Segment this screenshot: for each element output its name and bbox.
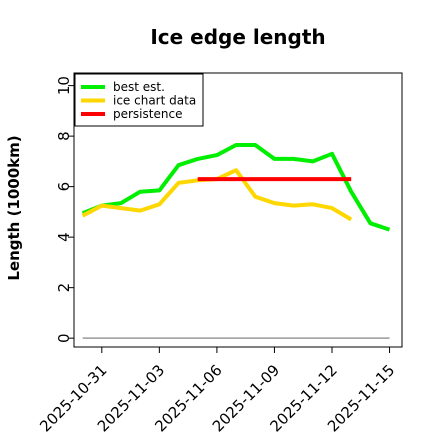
- plot-border: [73, 72, 403, 348]
- series-layer: [81, 143, 391, 232]
- y-tick-label-0: 0: [55, 333, 73, 343]
- legend-label-0: best est.: [113, 80, 165, 94]
- axis-layer: 02468102025-10-312025-11-032025-11-06202…: [36, 76, 398, 435]
- legend-box: [74, 73, 204, 127]
- legend-label-1: ice chart data: [113, 94, 196, 108]
- y-tick-label-1: 2: [55, 283, 73, 293]
- y-axis-label: Length (1000km): [5, 135, 23, 280]
- y-tick-label-4: 8: [55, 131, 73, 141]
- y-tick-label-5: 10: [55, 76, 73, 95]
- legend-label-2: persistence: [113, 107, 182, 121]
- chart-title: Ice edge length: [150, 25, 325, 49]
- plot-area: [73, 72, 403, 348]
- y-tick-label-2: 4: [55, 232, 73, 242]
- series-line-0: [81, 143, 391, 232]
- y-tick-label-3: 6: [55, 182, 73, 192]
